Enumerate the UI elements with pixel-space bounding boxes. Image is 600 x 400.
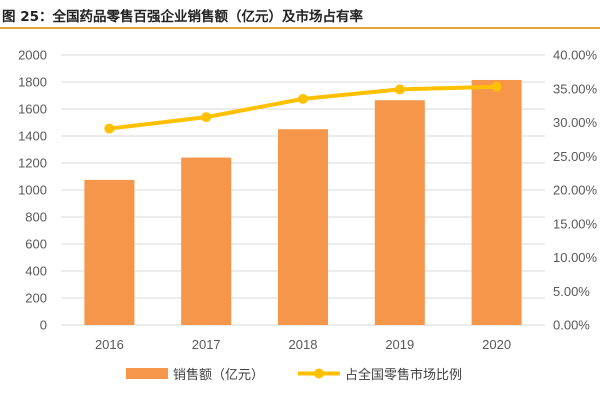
left-tick-label: 1600 <box>18 102 47 117</box>
left-tick-label: 0 <box>40 318 47 333</box>
right-tick-label: 20.00% <box>553 183 598 198</box>
legend-line-label: 占全国零售市场比例 <box>345 367 462 383</box>
figure-title: 图 25：全国药品零售百强企业销售额（亿元）及市场占有率 <box>2 9 363 25</box>
right-tick-label: 25.00% <box>553 149 598 164</box>
bar-2018 <box>278 129 328 325</box>
bar-2016 <box>84 179 135 325</box>
share-point-2020 <box>491 81 502 92</box>
bar-2017 <box>181 157 232 325</box>
right-tick-label: 5.00% <box>553 284 590 299</box>
right-tick-label: 10.00% <box>553 250 598 265</box>
share-point-2017 <box>201 112 212 123</box>
x-tick-label: 2017 <box>192 337 221 352</box>
line-series <box>104 81 502 134</box>
left-tick-label: 1200 <box>18 156 47 171</box>
share-line <box>109 84 497 131</box>
left-tick-label: 800 <box>25 210 47 225</box>
x-tick-label: 2019 <box>385 337 414 352</box>
bar-series <box>84 79 522 325</box>
left-tick-label: 600 <box>25 237 47 252</box>
figure-title-bar: 图 25：全国药品零售百强企业销售额（亿元）及市场占有率 <box>0 0 600 29</box>
right-tick-label: 0.00% <box>553 318 590 333</box>
share-point-2016 <box>104 123 115 134</box>
x-tick-label: 2020 <box>482 337 511 352</box>
legend: 销售额（亿元） 占全国零售市场比例 <box>126 367 462 383</box>
left-tick-label: 2000 <box>18 48 47 63</box>
bar-2019 <box>374 100 425 325</box>
right-tick-label: 40.00% <box>553 48 598 63</box>
legend-bar-label: 销售额（亿元） <box>173 367 264 383</box>
share-point-2019 <box>394 84 405 95</box>
x-tick-label: 2018 <box>289 337 318 352</box>
right-tick-label: 30.00% <box>553 115 598 130</box>
right-axis-ticks: 0.00% 5.00% 10.00% 15.00% 20.00% 25.00% 30.00%… <box>553 48 598 333</box>
bar-2020 <box>471 79 522 325</box>
left-tick-label: 400 <box>25 264 47 279</box>
x-tick-label: 2016 <box>95 337 124 352</box>
left-tick-label: 1400 <box>18 129 47 144</box>
legend-bar-swatch <box>126 368 168 379</box>
title-underline <box>0 27 600 29</box>
share-point-2018 <box>298 93 308 104</box>
x-axis-ticks: 2016 2017 2018 2019 2020 <box>95 337 511 352</box>
left-tick-label: 1800 <box>18 75 47 90</box>
right-tick-label: 15.00% <box>553 216 598 231</box>
left-tick-label: 200 <box>25 291 47 306</box>
left-axis-ticks: 0 200 400 600 800 1000 1200 1400 1600 1800 2000 <box>18 48 47 333</box>
left-tick-label: 1000 <box>18 183 47 198</box>
legend-line-marker <box>314 368 324 379</box>
right-tick-label: 35.00% <box>553 81 598 96</box>
